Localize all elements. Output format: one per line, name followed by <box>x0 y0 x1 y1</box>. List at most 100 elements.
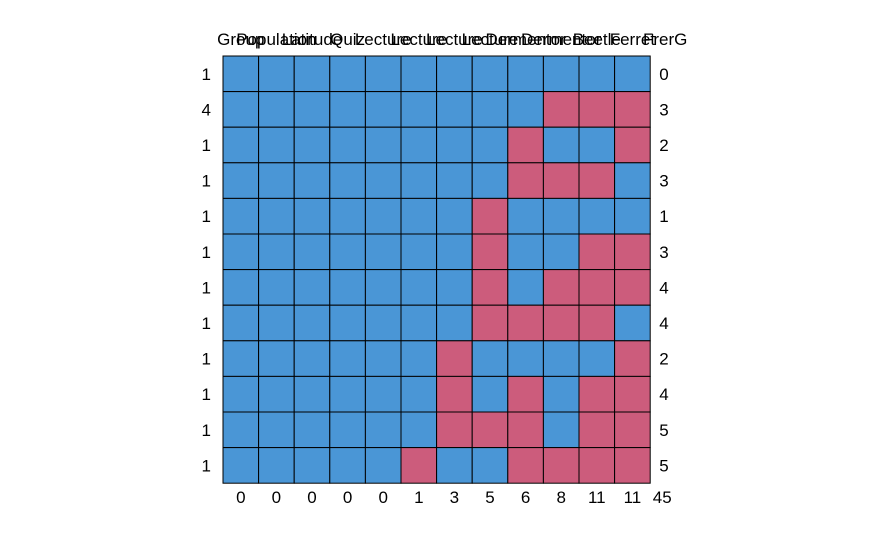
observed-cell <box>293 197 331 235</box>
missing-cell <box>507 162 544 199</box>
missing-cell <box>471 233 509 271</box>
observed-cell <box>542 197 580 235</box>
observed-cell <box>293 447 331 484</box>
column-total-label: 8 <box>556 488 565 507</box>
row-count-label: 1 <box>202 456 211 475</box>
observed-cell <box>329 197 366 235</box>
observed-cell <box>222 233 260 271</box>
column-total-label: 0 <box>343 488 352 507</box>
missing-cell <box>471 197 509 235</box>
row-count-label: 1 <box>202 207 211 226</box>
missing-cell <box>542 447 580 484</box>
observed-cell <box>400 162 438 199</box>
observed-cell <box>578 126 616 164</box>
missing-cell <box>578 162 616 199</box>
observed-cell <box>329 340 366 377</box>
column-label: Lecture <box>355 30 412 49</box>
observed-cell <box>436 162 473 199</box>
observed-cell <box>222 126 260 164</box>
column-label: Dermentor <box>485 30 566 49</box>
observed-cell <box>400 233 438 271</box>
observed-cell <box>436 269 473 306</box>
observed-cell <box>293 162 331 199</box>
observed-cell <box>293 233 331 271</box>
observed-cell <box>329 411 366 449</box>
observed-cell <box>507 233 544 271</box>
missing-cell <box>507 375 544 413</box>
column-label: Population <box>236 30 316 49</box>
row-count-label: 1 <box>202 350 211 369</box>
row-count-label: 1 <box>202 65 211 84</box>
column-labels: GroupPopulationLatitudeQuizLectureLectur… <box>217 30 687 49</box>
observed-cell <box>614 197 651 235</box>
observed-cell <box>293 55 331 93</box>
row-count-label: 1 <box>202 385 211 404</box>
observed-cell <box>400 269 438 306</box>
missing-cell <box>542 269 580 306</box>
row-missing-labels: 0 3 2 3 1 3 4 4 2 4 5 5 <box>659 65 668 476</box>
observed-cell <box>293 411 331 449</box>
observed-cell <box>258 233 295 271</box>
observed-cell <box>222 411 260 449</box>
column-label: Quiz <box>330 30 365 49</box>
column-total-label: 0 <box>236 488 245 507</box>
observed-cell <box>364 340 402 377</box>
column-label: Beetle <box>573 30 621 49</box>
observed-cell <box>293 340 331 377</box>
pattern-cells <box>222 55 651 484</box>
observed-cell <box>436 126 473 164</box>
observed-cell <box>329 91 366 128</box>
observed-cell <box>400 91 438 128</box>
observed-cell <box>364 375 402 413</box>
column-label: Lecture <box>390 30 447 49</box>
observed-cell <box>436 55 473 93</box>
observed-cell <box>507 55 544 93</box>
observed-cell <box>222 162 260 199</box>
observed-cell <box>258 375 295 413</box>
row-missing-label: 4 <box>659 314 668 333</box>
observed-cell <box>507 91 544 128</box>
row-count-labels: 1 4 1 1 1 1 1 1 1 1 1 1 <box>202 65 211 476</box>
missing-cell <box>578 304 616 342</box>
missing-cell <box>542 91 580 128</box>
observed-cell <box>222 304 260 342</box>
observed-cell <box>400 197 438 235</box>
observed-cell <box>222 91 260 128</box>
row-count-label: 1 <box>202 172 211 191</box>
column-total-label: 3 <box>450 488 459 507</box>
missing-cell <box>578 91 616 128</box>
missing-cell <box>614 447 651 484</box>
missing-cell <box>507 304 544 342</box>
row-count-label: 4 <box>202 100 211 119</box>
observed-cell <box>436 304 473 342</box>
column-total-label: 1 <box>414 488 423 507</box>
column-total-label: 6 <box>521 488 530 507</box>
observed-cell <box>293 91 331 128</box>
observed-cell <box>400 340 438 377</box>
observed-cell <box>364 233 402 271</box>
observed-cell <box>329 162 366 199</box>
column-total-labels: 0 0 0 0 0 1 3 5 6 8 11 11 45 <box>236 488 672 507</box>
column-label: Lecture <box>462 30 519 49</box>
observed-cell <box>471 126 509 164</box>
missing-cell <box>578 375 616 413</box>
row-missing-label: 5 <box>659 421 668 440</box>
observed-cell <box>471 162 509 199</box>
observed-cell <box>222 340 260 377</box>
observed-cell <box>364 304 402 342</box>
row-count-label: 1 <box>202 314 211 333</box>
missing-cell <box>614 375 651 413</box>
observed-cell <box>542 375 580 413</box>
row-missing-label: 4 <box>659 278 668 297</box>
missing-cell <box>436 375 473 413</box>
grand-total-label: 45 <box>653 488 672 507</box>
observed-cell <box>436 91 473 128</box>
observed-cell <box>471 91 509 128</box>
observed-cell <box>578 197 616 235</box>
column-label: FrerG <box>643 30 687 49</box>
missing-cell <box>471 411 509 449</box>
observed-cell <box>436 447 473 484</box>
observed-cell <box>507 340 544 377</box>
missing-cell <box>578 233 616 271</box>
row-missing-label: 1 <box>659 207 668 226</box>
